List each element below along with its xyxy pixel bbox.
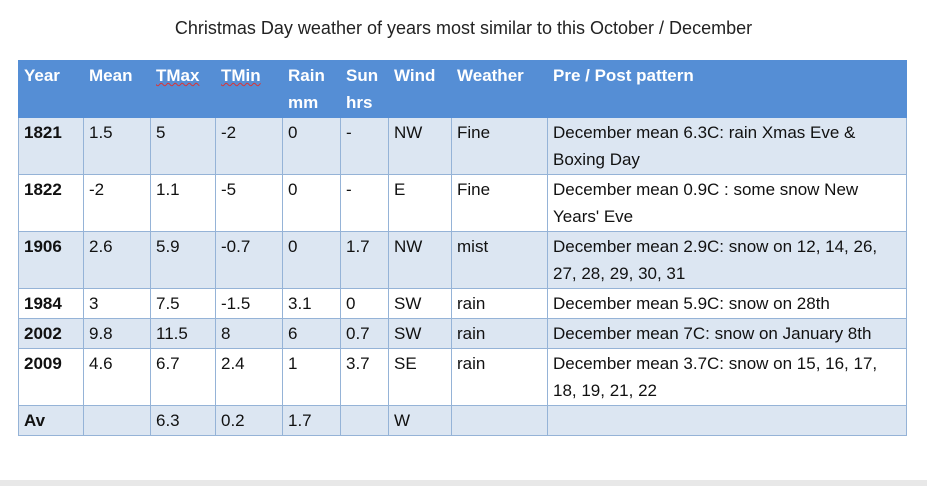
year-cell: 1821 [18, 117, 84, 175]
weather-table: Year Mean TMax TMin Rain mm Sun hrs Wind Weathe… [18, 60, 907, 436]
table-cell: rain [451, 318, 548, 349]
table-cell: 8 [215, 318, 283, 349]
table-cell: SW [388, 288, 452, 319]
table-cell: mist [451, 231, 548, 289]
table-cell: 1.7 [340, 231, 389, 289]
table-cell: 4.6 [83, 348, 151, 406]
year-cell: 1906 [18, 231, 84, 289]
table-cell: 5.9 [150, 231, 216, 289]
header-cell: Year [18, 60, 84, 118]
table-cell: 0.2 [215, 405, 283, 436]
table-cell: December mean 6.3C: rain Xmas Eve & Boxi… [547, 117, 907, 175]
table-cell: 5 [150, 117, 216, 175]
table-cell: 2.6 [83, 231, 151, 289]
table-row: 1984 3 7.5 -1.5 3.1 0 SW rain December mean 5.9C… [18, 288, 907, 319]
table-cell: 0 [282, 174, 341, 232]
header-cell: Pre / Post pattern [547, 60, 907, 118]
table-cell: 3.7 [340, 348, 389, 406]
year-cell: 1822 [18, 174, 84, 232]
table-cell: 9.8 [83, 318, 151, 349]
table-body: 1821 1.5 5 -2 0- NW Fine December mean 6.3C: ra… [18, 117, 907, 436]
table-cell: 1 [282, 348, 341, 406]
table-cell: -2 [215, 117, 283, 175]
table-cell [340, 405, 389, 436]
table-cell: 7.5 [150, 288, 216, 319]
table-cell: 2.4 [215, 348, 283, 406]
table-cell: SW [388, 318, 452, 349]
table-cell: December mean 0.9C : some snow New Years… [547, 174, 907, 232]
table-cell: -5 [215, 174, 283, 232]
table-cell: -2 [83, 174, 151, 232]
table-row: 1822 -2 1.1 -5 0- E Fine December mean 0.9C : s… [18, 174, 907, 232]
table-cell [451, 405, 548, 436]
header-cell: Weather [451, 60, 548, 118]
table-cell: 6 [282, 318, 341, 349]
header-cell: Sun hrs [340, 60, 389, 118]
table-cell: Fine [451, 174, 548, 232]
header-cell: Wind [388, 60, 452, 118]
table-row: 2009 4.6 6.7 2.4 1 3.7 SE rain December mean 3.7… [18, 348, 907, 406]
table-cell: December mean 5.9C: snow on 28th [547, 288, 907, 319]
table-cell: - [340, 174, 389, 232]
table-cell: 3.1 [282, 288, 341, 319]
header-cell: TMin [215, 60, 283, 118]
title: Christmas Day weather of years most simi… [174, 18, 753, 38]
table-row: 1821 1.5 5 -2 0- NW Fine December mean 6.3C: ra… [18, 117, 907, 175]
table-cell: 1.5 [83, 117, 151, 175]
table-cell: rain [451, 348, 548, 406]
table-cell: December mean 2.9C: snow on 12, 14, 26, … [547, 231, 907, 289]
header-cell: TMax [150, 60, 216, 118]
table-cell: SE [388, 348, 452, 406]
table-cell: 0 [340, 288, 389, 319]
year-cell: 2002 [18, 318, 84, 349]
table-cell: 11.5 [150, 318, 216, 349]
year-cell: 1984 [18, 288, 84, 319]
table-cell: - [340, 117, 389, 175]
table-cell [83, 405, 151, 436]
header-cell: Mean [83, 60, 151, 118]
table-cell: 3 [83, 288, 151, 319]
header-row: Year Mean TMax TMin Rain mm Sun hrs Wind Weathe… [18, 60, 907, 118]
table-cell: December mean 3.7C: snow on 15, 16, 17, … [547, 348, 907, 406]
table-cell: 1.7 [282, 405, 341, 436]
table-row: 2002 9.8 11.5 8 6 0.7 SW rain December mean 7C: … [18, 318, 907, 349]
table-cell: 0 [282, 117, 341, 175]
bottom-bar [0, 480, 927, 486]
table-row: Av 6.3 0.2 1.7 W [18, 405, 907, 436]
table-cell: NW [388, 117, 452, 175]
table-cell: -0.7 [215, 231, 283, 289]
table-cell: December mean 7C: snow on January 8th [547, 318, 907, 349]
table-cell: -1.5 [215, 288, 283, 319]
year-cell: Av [18, 405, 84, 436]
table-cell: NW [388, 231, 452, 289]
year-cell: 2009 [18, 348, 84, 406]
table-cell [547, 405, 907, 436]
table-cell: 6.3 [150, 405, 216, 436]
table-cell: E [388, 174, 452, 232]
table-cell: 6.7 [150, 348, 216, 406]
table-cell: W [388, 405, 452, 436]
table-cell: Fine [451, 117, 548, 175]
table-row: 1906 2.6 5.9 -0.7 0 1.7 NW mist December mean 2.… [18, 231, 907, 289]
table-cell: rain [451, 288, 548, 319]
header-cell: Rain mm [282, 60, 341, 118]
table-cell: 0 [282, 231, 341, 289]
table-cell: 0.7 [340, 318, 389, 349]
table-cell: 1.1 [150, 174, 216, 232]
